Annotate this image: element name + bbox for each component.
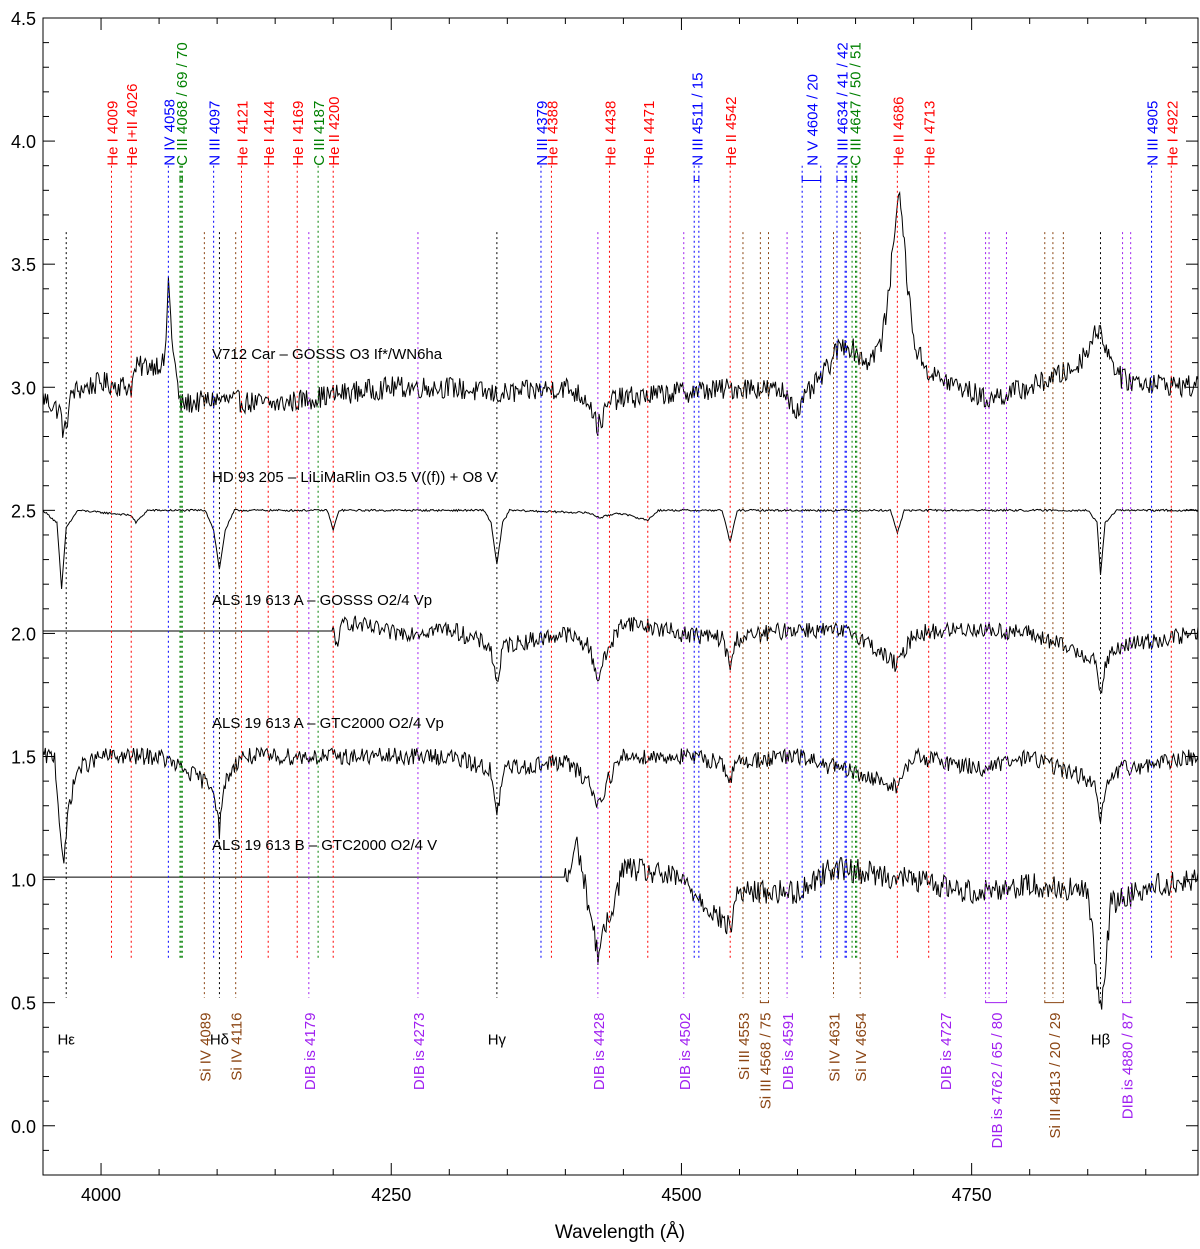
top-line-bracket bbox=[836, 175, 847, 181]
y-tick-label: 4.0 bbox=[11, 132, 36, 152]
x-tick-label: 4000 bbox=[81, 1185, 121, 1205]
bottom-line-bracket bbox=[1122, 1000, 1132, 1004]
spectra-layer bbox=[42, 190, 1199, 1010]
hydrogen-line-label: Hβ bbox=[1091, 1032, 1111, 1049]
top-line-label: He I+II 4026 bbox=[124, 84, 141, 166]
y-tick-label: 3.0 bbox=[11, 378, 36, 398]
y-tick-label: 3.5 bbox=[11, 255, 36, 275]
bottom-line-label: DIB is 4591 bbox=[780, 1013, 797, 1091]
top-line-label: N IV 4058 bbox=[161, 99, 178, 166]
bottom-line-label: DIB is 4428 bbox=[591, 1013, 608, 1091]
bottom-line-label: Si III 4568 / 75 bbox=[757, 1013, 774, 1110]
top-line-label: C III 4187 bbox=[311, 101, 328, 166]
top-line-label: He I 4438 bbox=[602, 101, 619, 166]
top-line-label: C III 4647 / 50 / 51 bbox=[847, 42, 864, 165]
series-label: ALS 19 613 A – GTC2000 O2/4 Vp bbox=[212, 715, 444, 732]
bottom-line-label: DIB is 4273 bbox=[411, 1013, 428, 1091]
top-line-label: N V 4604 / 20 bbox=[804, 74, 821, 166]
top-line-label: He I 4121 bbox=[234, 101, 251, 166]
series-label: HD 93 205 – LiLiMaRlin O3.5 V((f)) + O8 … bbox=[212, 469, 497, 486]
y-tick-label: 0.0 bbox=[11, 1117, 36, 1137]
spectrum-line bbox=[43, 836, 1199, 1010]
bottom-line-label: Si IV 4116 bbox=[229, 1013, 246, 1081]
bottom-line-bracket bbox=[1044, 1000, 1064, 1004]
top-line-label: He I 4144 bbox=[261, 101, 278, 166]
bottom-line-bracket bbox=[759, 1000, 770, 1004]
hydrogen-line-label: Hγ bbox=[488, 1032, 507, 1049]
y-tick-label: 2.0 bbox=[11, 624, 36, 644]
spectrum-line bbox=[43, 615, 1199, 694]
y-tick-label: 1.5 bbox=[11, 748, 36, 768]
plot-frame bbox=[42, 17, 1199, 1176]
spectrum-line bbox=[42, 190, 1199, 438]
bottom-line-label: DIB is 4727 bbox=[938, 1013, 955, 1091]
spectrum-line bbox=[42, 746, 1199, 864]
top-line-label: He II 4686 bbox=[890, 96, 907, 165]
y-tick-label: 1.0 bbox=[11, 871, 36, 891]
top-line-label: C III 4068 / 69 / 70 bbox=[174, 42, 191, 165]
bottom-line-label: Si IV 4631 bbox=[827, 1013, 844, 1082]
x-axis-label: Wavelength (Å) bbox=[555, 1222, 685, 1243]
top-line-bracket bbox=[693, 175, 700, 181]
x-tick-label: 4250 bbox=[371, 1185, 411, 1205]
top-line-label: N III 4634 / 41 / 42 bbox=[835, 42, 852, 165]
bottom-line-label: Si IV 4654 bbox=[853, 1013, 870, 1082]
bottom-line-label: DIB is 4179 bbox=[302, 1013, 319, 1091]
hydrogen-line-label: Hδ bbox=[210, 1032, 229, 1049]
bottom-line-label: Si IV 4089 bbox=[197, 1013, 214, 1082]
bottom-line-label: Si III 4813 / 20 / 29 bbox=[1047, 1013, 1064, 1139]
top-line-label: He I 4713 bbox=[922, 101, 939, 166]
top-line-label: He I 4471 bbox=[641, 101, 658, 166]
top-line-bracket bbox=[179, 175, 183, 181]
top-line-label: He I 4169 bbox=[290, 101, 307, 166]
top-line-label: N III 4905 bbox=[1145, 101, 1162, 166]
bottom-line-label: DIB is 4880 / 87 bbox=[1120, 1013, 1137, 1120]
bottom-line-bracket bbox=[985, 1000, 1007, 1004]
top-line-label: He II 4200 bbox=[326, 96, 343, 165]
axes-layer: 0.0 0.5 1.0 1.5 2.0 2.5 3.0 3.5 4.0 4.5 4000 4250 45… bbox=[11, 9, 1198, 1205]
series-label: V712 Car – GOSSS O3 If*/WN6ha bbox=[212, 346, 443, 363]
top-line-label: He II 4542 bbox=[723, 96, 740, 165]
top-line-label: He I 4009 bbox=[104, 101, 121, 166]
x-tick-label: 4750 bbox=[952, 1185, 992, 1205]
top-line-label: He I 4922 bbox=[1164, 101, 1181, 166]
bottom-line-label: DIB is 4502 bbox=[677, 1013, 694, 1091]
top-line-label: N III 4379 bbox=[534, 101, 551, 166]
x-tick-label: 4500 bbox=[661, 1185, 701, 1205]
spectrum-line bbox=[42, 508, 1199, 590]
top-line-label: N III 4511 / 15 bbox=[690, 73, 707, 166]
y-tick-label: 0.5 bbox=[11, 994, 36, 1014]
top-line-bracket bbox=[851, 175, 858, 181]
top-line-label: He I 4388 bbox=[544, 101, 561, 166]
series-labels-layer: V712 Car – GOSSS O3 If*/WN6ha HD 93 205 –… bbox=[212, 346, 497, 854]
y-tick-label: 2.5 bbox=[11, 501, 36, 521]
top-line-label: N III 4097 bbox=[207, 101, 224, 166]
line-markers-layer bbox=[65, 165, 1172, 1004]
series-label: ALS 19 613 A – GOSSS O2/4 Vp bbox=[212, 592, 432, 609]
hydrogen-line-label: Hε bbox=[57, 1032, 75, 1049]
y-tick-label: 4.5 bbox=[11, 9, 36, 29]
series-label: ALS 19 613 B – GTC2000 O2/4 V bbox=[212, 837, 437, 854]
top-line-bracket bbox=[801, 175, 822, 181]
bottom-line-label: DIB is 4762 / 65 / 80 bbox=[989, 1013, 1006, 1149]
bottom-line-label: Si III 4553 bbox=[736, 1013, 753, 1081]
